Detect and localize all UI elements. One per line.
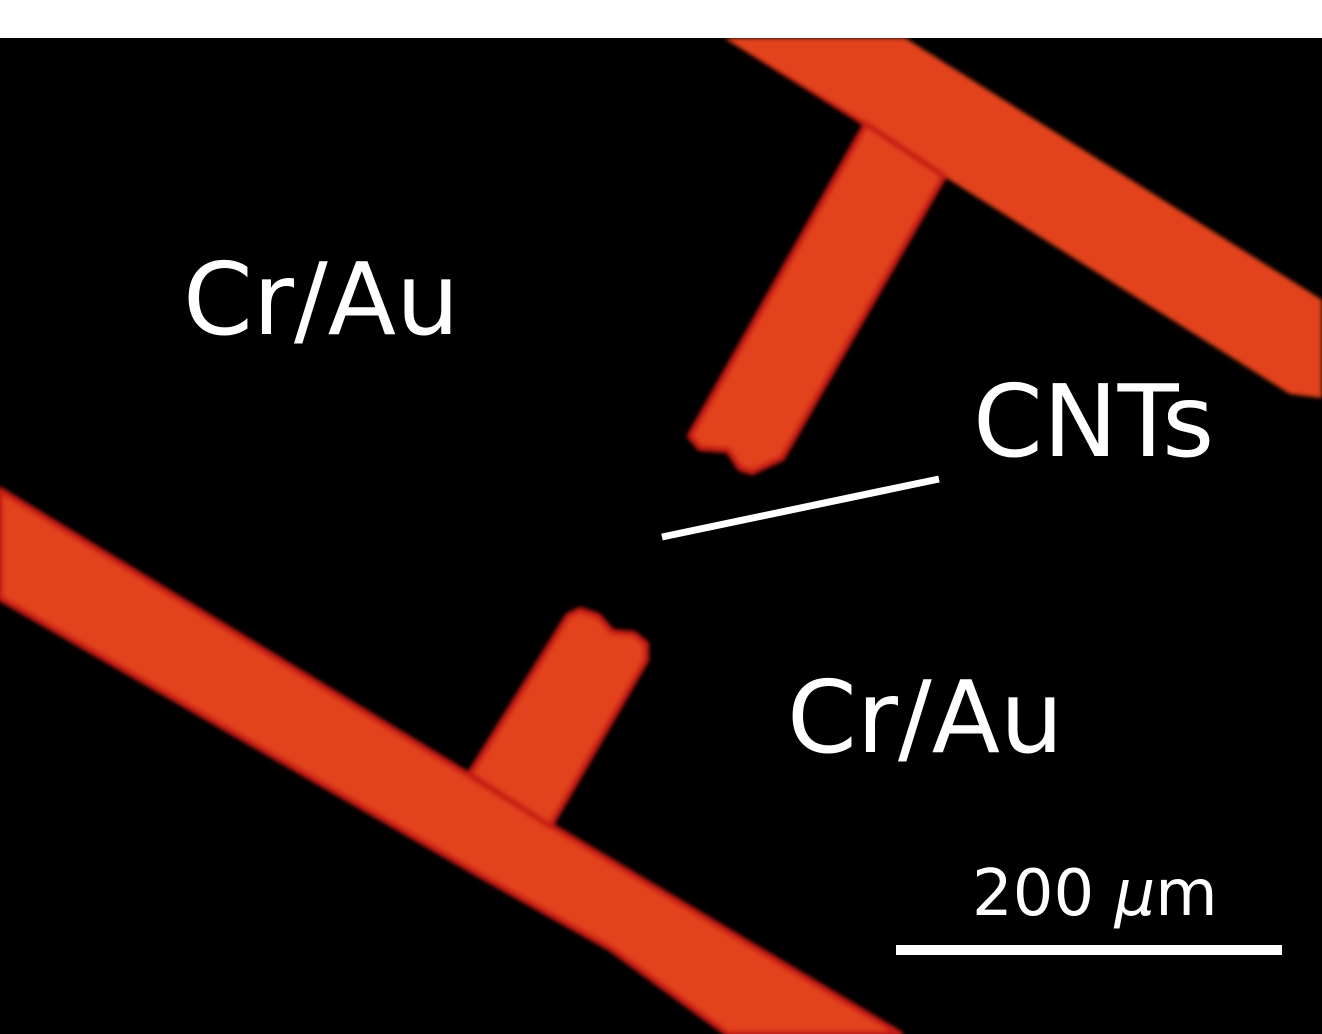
electrode-drawing: [0, 38, 1322, 1034]
scale-bar: [896, 945, 1282, 955]
scale-unit-mu: μ: [1114, 857, 1156, 931]
electrode-label-top: Cr/Au: [183, 241, 460, 358]
top-electrode-finger: [687, 121, 947, 475]
top-electrode: [687, 38, 1322, 475]
micrograph: [0, 38, 1322, 1034]
bottom-electrode: [0, 487, 903, 1034]
scale-bar-label: 200 μm: [972, 862, 1218, 926]
electrode-label-bottom: Cr/Au: [787, 659, 1064, 776]
cnts-label: CNTs: [973, 363, 1215, 480]
bottom-electrode-bus: [0, 487, 903, 1034]
bottom-electrode-finger: [467, 607, 649, 829]
scale-unit-m: m: [1155, 857, 1218, 931]
top-electrode-bus-fill: [724, 38, 1322, 398]
scale-value: 200: [972, 857, 1115, 931]
cnts-pointer-line: [661, 475, 940, 541]
